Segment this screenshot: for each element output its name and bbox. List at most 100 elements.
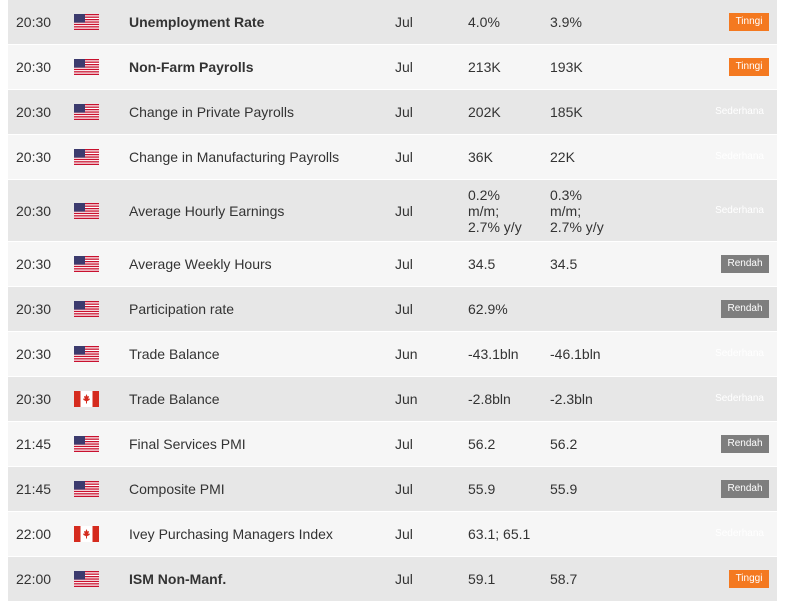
- us-flag-icon: [74, 135, 99, 179]
- event-period: Jul: [395, 14, 413, 30]
- table-row[interactable]: 20:30 Average Weekly Hours Jul 34.5 34.5 Rend…: [8, 242, 777, 287]
- event-period: Jun: [395, 391, 418, 407]
- event-name[interactable]: Average Hourly Earnings: [129, 202, 285, 219]
- event-period: Jul: [395, 571, 413, 587]
- us-flag-icon: [74, 242, 99, 286]
- forecast-value: 0.3% m/m; 2.7% y/y: [550, 186, 604, 235]
- table-row[interactable]: 20:30 Change in Manufacturing Payrolls Jul…: [8, 135, 777, 180]
- table-row[interactable]: 20:30 Change in Private Payrolls Jul 202K 18…: [8, 90, 777, 135]
- event-time: 20:30: [16, 14, 52, 30]
- forecast-value: -46.1bln: [550, 346, 601, 362]
- impact-badge: Sederhana: [715, 204, 764, 216]
- table-row[interactable]: 20:30 Non-Farm Payrolls Jul 213K 193K Tinngi: [8, 45, 777, 90]
- table-row[interactable]: 20:30 Average Hourly Earnings Jul 0.2% m/m;…: [8, 180, 777, 242]
- event-period: Jul: [395, 202, 413, 219]
- table-row[interactable]: 21:45 Final Services PMI Jul 56.2 56.2 Rendah: [8, 422, 777, 467]
- impact-cell: Sederhana: [710, 90, 769, 134]
- impact-badge: Tinngi: [729, 13, 769, 31]
- impact-cell: Sederhana: [710, 377, 769, 421]
- event-period: Jun: [395, 346, 418, 362]
- actual-value: 55.9: [468, 481, 496, 497]
- impact-cell: Tinngi: [729, 0, 769, 44]
- event-name[interactable]: Final Services PMI: [129, 436, 246, 452]
- event-time: 22:00: [16, 526, 52, 542]
- event-name[interactable]: Trade Balance: [129, 391, 220, 407]
- actual-value: 34.5: [468, 256, 496, 272]
- impact-cell: Rendah: [721, 467, 769, 511]
- ca-flag-icon: [74, 512, 99, 556]
- event-period: Jul: [395, 526, 413, 542]
- forecast-value: 185K: [550, 104, 583, 120]
- event-name[interactable]: Change in Manufacturing Payrolls: [129, 149, 340, 165]
- event-name[interactable]: Change in Private Payrolls: [129, 104, 294, 120]
- impact-cell: Sederhana: [710, 332, 769, 376]
- event-time: 21:45: [16, 436, 52, 452]
- event-name[interactable]: Trade Balance: [129, 346, 220, 362]
- actual-value: 59.1: [468, 571, 496, 587]
- impact-cell: Tinngi: [729, 45, 769, 89]
- actual-value: 213K: [468, 59, 501, 75]
- event-name[interactable]: Non-Farm Payrolls: [129, 59, 254, 75]
- impact-cell: Rendah: [721, 242, 769, 286]
- event-name[interactable]: ISM Non-Manf.: [129, 571, 227, 587]
- impact-badge: Tinngi: [729, 58, 769, 76]
- event-name[interactable]: Ivey Purchasing Managers Index: [129, 526, 333, 542]
- event-time: 20:30: [16, 59, 52, 75]
- impact-badge: Rendah: [721, 480, 769, 498]
- actual-value: 56.2: [468, 436, 496, 452]
- forecast-value: 193K: [550, 59, 583, 75]
- event-time: 20:30: [16, 104, 52, 120]
- table-row[interactable]: 22:00 ISM Non-Manf. Jul 59.1 58.7 Tinggi: [8, 557, 777, 602]
- us-flag-icon: [74, 287, 99, 331]
- us-flag-icon: [74, 557, 99, 601]
- table-row[interactable]: 22:00 Ivey Purchasing Managers Index Jul 63…: [8, 512, 777, 557]
- actual-value: 63.1; 65.1: [468, 526, 531, 542]
- event-period: Jul: [395, 104, 413, 120]
- us-flag-icon: [74, 332, 99, 376]
- forecast-value: 22K: [550, 149, 575, 165]
- event-time: 20:30: [16, 149, 52, 165]
- event-period: Jul: [395, 256, 413, 272]
- us-flag-icon: [74, 180, 99, 241]
- actual-value: 0.2% m/m; 2.7% y/y: [468, 186, 522, 235]
- impact-cell: Rendah: [721, 287, 769, 331]
- impact-badge: Tinggi: [729, 570, 769, 588]
- impact-badge: Sederhana: [715, 106, 764, 117]
- impact-badge: Sederhana: [715, 348, 764, 359]
- impact-cell: Sederhana: [710, 135, 769, 179]
- event-time: 20:30: [16, 301, 52, 317]
- event-name[interactable]: Composite PMI: [129, 481, 225, 497]
- actual-value: 202K: [468, 104, 501, 120]
- table-row[interactable]: 20:30 Trade Balance Jun -43.1bln -46.1bln Sed…: [8, 332, 777, 377]
- actual-value: 62.9%: [468, 301, 508, 317]
- forecast-value: 56.2: [550, 436, 578, 452]
- actual-value: 36K: [468, 149, 493, 165]
- event-time: 21:45: [16, 481, 52, 497]
- actual-value: 4.0%: [468, 14, 500, 30]
- us-flag-icon: [74, 0, 99, 44]
- impact-cell: Sederhana: [710, 180, 769, 241]
- impact-badge: Sederhana: [715, 151, 764, 162]
- table-row[interactable]: 20:30 Trade Balance Jun -2.8bln -2.3bln Seder…: [8, 377, 777, 422]
- table-row[interactable]: 20:30 Participation rate Jul 62.9% Rendah: [8, 287, 777, 332]
- impact-cell: Tinggi: [729, 557, 769, 601]
- table-row[interactable]: 20:30 Unemployment Rate Jul 4.0% 3.9% Tinngi: [8, 0, 777, 45]
- event-period: Jul: [395, 481, 413, 497]
- event-name[interactable]: Unemployment Rate: [129, 14, 265, 30]
- event-period: Jul: [395, 301, 413, 317]
- event-time: 20:30: [16, 346, 52, 362]
- event-name[interactable]: Average Weekly Hours: [129, 256, 272, 272]
- impact-badge: Rendah: [721, 435, 769, 453]
- us-flag-icon: [74, 467, 99, 511]
- impact-badge: Sederhana: [715, 528, 764, 539]
- us-flag-icon: [74, 90, 99, 134]
- ca-flag-icon: [74, 377, 99, 421]
- forecast-value: -2.3bln: [550, 391, 593, 407]
- event-name[interactable]: Participation rate: [129, 301, 235, 317]
- event-period: Jul: [395, 59, 413, 75]
- impact-cell: Sederhana: [710, 512, 769, 556]
- us-flag-icon: [74, 422, 99, 466]
- forecast-value: 34.5: [550, 256, 578, 272]
- table-row[interactable]: 21:45 Composite PMI Jul 55.9 55.9 Rendah: [8, 467, 777, 512]
- forecast-value: 55.9: [550, 481, 578, 497]
